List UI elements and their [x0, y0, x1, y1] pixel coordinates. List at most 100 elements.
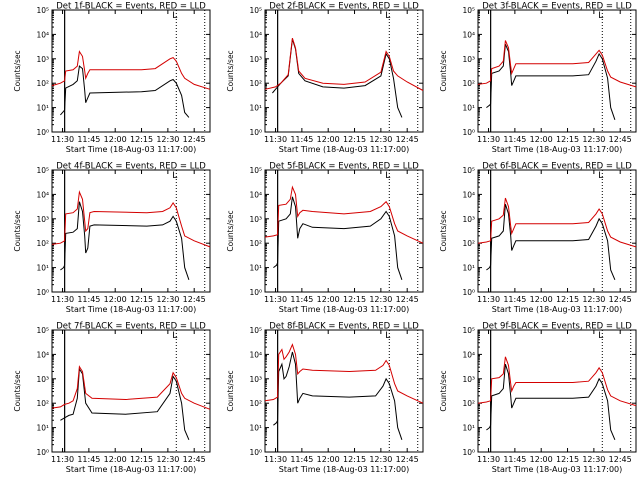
y-tick-label: 10³	[462, 375, 475, 384]
series-lld-line	[477, 356, 637, 407]
series-lld-line	[264, 185, 424, 244]
x-tick-label: 11:30	[51, 135, 74, 144]
y-tick-label: 10⁵	[462, 166, 475, 175]
plot-frame	[477, 329, 637, 453]
x-tick-label: 12:00	[104, 295, 127, 304]
x-tick-label: 12:15	[556, 295, 579, 304]
y-tick-label: 10²	[462, 399, 475, 408]
x-tick-label: 12:45	[396, 295, 419, 304]
panel-title: Det 9f-BLACK = Events, RED = LLD	[482, 322, 632, 332]
x-tick-label: 11:30	[477, 135, 500, 144]
x-tick-label: 12:30	[369, 455, 392, 464]
x-tick-label: 12:00	[317, 455, 340, 464]
x-tick-label: 11:30	[477, 295, 500, 304]
plot-frame	[477, 169, 637, 293]
y-tick-label: 10³	[462, 55, 475, 64]
y-tick-label: 10⁵	[36, 326, 49, 335]
y-tick-label: 10⁵	[462, 326, 475, 335]
x-axis-label: Start Time (18-Aug-03 11:17:00)	[66, 145, 197, 154]
y-tick-label: 10⁰	[249, 448, 262, 457]
y-tick-label: 10²	[249, 79, 262, 88]
panel-title: Det 8f-BLACK = Events, RED = LLD	[269, 322, 419, 332]
y-tick-label: 10⁴	[462, 350, 475, 359]
series-lld-line	[51, 365, 211, 410]
x-tick-label: 12:15	[556, 455, 579, 464]
y-tick-label: 10¹	[36, 424, 49, 433]
x-axis-label: Start Time (18-Aug-03 11:17:00)	[492, 145, 623, 154]
y-tick-label: 10⁰	[36, 288, 49, 297]
y-axis-label: Counts/sec	[226, 370, 235, 411]
x-tick-label: 12:00	[530, 135, 553, 144]
x-tick-label: 11:45	[77, 135, 100, 144]
y-tick-label: 10⁵	[249, 6, 262, 15]
y-tick-label: 10⁰	[36, 448, 49, 457]
x-tick-label: 12:15	[130, 455, 153, 464]
series-events-line	[486, 44, 616, 120]
x-tick-label: 12:45	[609, 455, 632, 464]
y-axis-label: Counts/sec	[226, 210, 235, 251]
y-tick-label: 10²	[249, 399, 262, 408]
x-tick-label: 11:30	[477, 455, 500, 464]
x-tick-label: 11:45	[503, 455, 526, 464]
y-tick-label: 10²	[249, 239, 262, 248]
plot-frame	[51, 329, 211, 453]
panel-title: Det 2f-BLACK = Events, RED = LLD	[269, 2, 419, 12]
y-tick-label: 10⁰	[462, 128, 475, 137]
series-events-line	[486, 364, 616, 440]
plot-frame	[264, 169, 424, 293]
x-axis-label: Start Time (18-Aug-03 11:17:00)	[66, 305, 197, 314]
y-tick-label: 10⁴	[462, 190, 475, 199]
x-tick-label: 12:00	[317, 295, 340, 304]
x-tick-label: 11:45	[290, 455, 313, 464]
series-events-line	[273, 196, 403, 280]
x-tick-label: 12:30	[369, 295, 392, 304]
series-lld-line	[264, 343, 424, 404]
y-tick-label: 10¹	[462, 264, 475, 273]
y-axis-label: Counts/sec	[13, 50, 22, 91]
x-tick-label: 12:45	[396, 135, 419, 144]
x-tick-label: 11:45	[290, 135, 313, 144]
marker-flag-label: L	[385, 171, 390, 181]
y-tick-label: 10³	[249, 215, 262, 224]
series-lld-line	[51, 50, 211, 90]
marker-flag-label: L	[598, 171, 603, 181]
x-tick-label: 12:30	[156, 135, 179, 144]
x-tick-label: 11:45	[77, 295, 100, 304]
y-tick-label: 10²	[36, 79, 49, 88]
y-tick-label: 10¹	[462, 424, 475, 433]
x-tick-label: 12:45	[609, 295, 632, 304]
plot-frame	[264, 9, 424, 133]
series-events-line	[273, 351, 403, 440]
x-axis-label: Start Time (18-Aug-03 11:17:00)	[492, 305, 623, 314]
y-tick-label: 10²	[36, 239, 49, 248]
x-tick-label: 12:15	[130, 135, 153, 144]
y-tick-label: 10⁴	[36, 350, 49, 359]
x-tick-label: 12:30	[582, 135, 605, 144]
y-axis-label: Counts/sec	[439, 50, 448, 91]
x-tick-label: 12:00	[530, 455, 553, 464]
x-tick-label: 11:30	[264, 295, 287, 304]
x-tick-label: 12:15	[343, 135, 366, 144]
x-tick-label: 12:00	[317, 135, 340, 144]
x-tick-label: 12:00	[530, 295, 553, 304]
x-tick-label: 12:30	[582, 295, 605, 304]
y-tick-label: 10⁰	[249, 288, 262, 297]
x-axis-label: Start Time (18-Aug-03 11:17:00)	[492, 465, 623, 474]
y-tick-label: 10⁴	[36, 190, 49, 199]
y-axis-label: Counts/sec	[439, 370, 448, 411]
x-tick-label: 12:30	[582, 455, 605, 464]
y-tick-label: 10¹	[36, 104, 49, 113]
y-tick-label: 10⁵	[36, 6, 49, 15]
x-axis-label: Start Time (18-Aug-03 11:17:00)	[279, 465, 410, 474]
y-tick-label: 10³	[249, 55, 262, 64]
y-tick-label: 10¹	[249, 264, 262, 273]
y-tick-label: 10⁴	[462, 30, 475, 39]
y-tick-label: 10⁴	[249, 190, 262, 199]
x-tick-label: 11:45	[503, 295, 526, 304]
x-tick-label: 12:30	[156, 455, 179, 464]
